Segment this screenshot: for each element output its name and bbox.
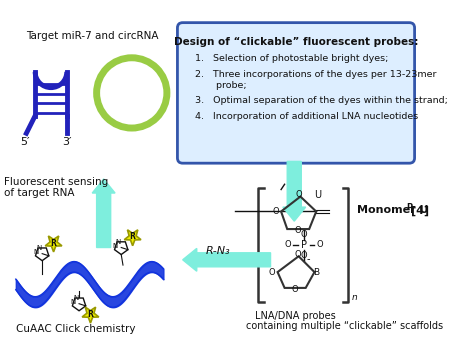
Text: N: N <box>73 295 78 301</box>
FancyBboxPatch shape <box>177 23 415 163</box>
Text: O: O <box>294 226 301 235</box>
Text: -: - <box>307 254 310 264</box>
Text: 1.   Selection of photostable bright dyes;: 1. Selection of photostable bright dyes; <box>195 54 388 63</box>
Polygon shape <box>124 230 141 246</box>
Text: N: N <box>113 243 118 249</box>
Text: 4.   Incorporation of additional LNA nucleotides: 4. Incorporation of additional LNA nucle… <box>195 112 418 121</box>
Text: containing multiple “clickable” scaffolds: containing multiple “clickable” scaffold… <box>246 321 443 331</box>
Text: O: O <box>273 207 279 216</box>
Text: O: O <box>294 250 301 259</box>
Text: 5′: 5′ <box>20 137 29 147</box>
Text: [4]: [4] <box>411 205 429 216</box>
Text: Monomer U: Monomer U <box>356 205 428 215</box>
Text: probe;: probe; <box>195 82 246 90</box>
Text: Fluorescent sensing: Fluorescent sensing <box>3 177 108 187</box>
Text: 2.   Three incorporations of the dyes per 13-23mer: 2. Three incorporations of the dyes per … <box>195 70 437 79</box>
Text: N: N <box>115 239 120 245</box>
Text: O: O <box>317 240 323 249</box>
Text: R: R <box>130 232 136 241</box>
Text: B: B <box>313 268 319 277</box>
Text: N: N <box>71 299 76 305</box>
Text: Target miR-7 and circRNA: Target miR-7 and circRNA <box>26 31 158 41</box>
Text: O: O <box>295 190 302 199</box>
Polygon shape <box>45 236 62 252</box>
Text: O: O <box>292 285 299 294</box>
Text: CuAAC Click chemistry: CuAAC Click chemistry <box>16 324 135 334</box>
Text: R: R <box>88 310 93 319</box>
Text: O: O <box>301 230 307 239</box>
Text: N: N <box>34 249 39 255</box>
Text: P: P <box>406 203 412 212</box>
Text: of target RNA: of target RNA <box>3 188 74 198</box>
Text: O: O <box>269 268 275 277</box>
Text: O: O <box>285 240 292 249</box>
Text: 3.   Optimal separation of the dyes within the strand;: 3. Optimal separation of the dyes within… <box>195 96 448 105</box>
Text: O: O <box>301 251 307 260</box>
Polygon shape <box>82 307 99 323</box>
FancyArrow shape <box>182 248 271 271</box>
Text: n: n <box>351 293 357 302</box>
Text: U: U <box>314 190 321 200</box>
FancyArrow shape <box>92 179 115 247</box>
Text: 3′: 3′ <box>62 137 72 147</box>
Text: R-N₃: R-N₃ <box>206 246 230 256</box>
Text: P: P <box>301 240 307 250</box>
Text: Design of “clickable” fluorescent probes:: Design of “clickable” fluorescent probes… <box>174 37 418 47</box>
Text: N: N <box>36 245 41 251</box>
Text: R: R <box>51 239 56 248</box>
FancyArrow shape <box>283 161 306 221</box>
Text: LNA/DNA probes: LNA/DNA probes <box>255 311 336 321</box>
